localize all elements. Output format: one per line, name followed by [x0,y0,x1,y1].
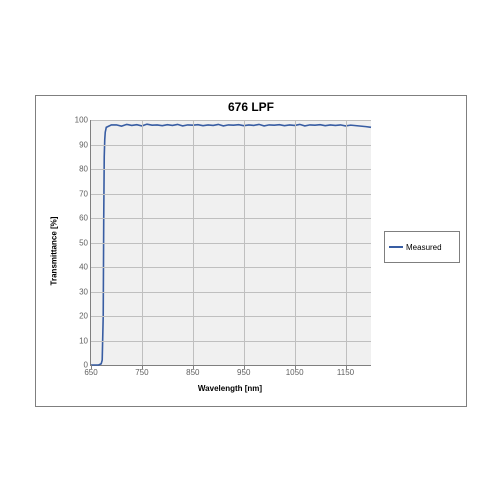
gridline-h [91,145,371,146]
y-tick-label: 40 [79,263,88,272]
gridline-v [142,120,143,365]
x-tick-label: 650 [84,368,97,377]
gridline-h [91,267,371,268]
x-tick-label: 950 [237,368,250,377]
series-line [91,124,371,365]
y-tick-label: 90 [79,140,88,149]
gridline-h [91,316,371,317]
gridline-v [346,120,347,365]
y-tick-label: 10 [79,336,88,345]
gridline-h [91,120,371,121]
x-tick-label: 1050 [286,368,304,377]
gridline-v [295,120,296,365]
y-tick-label: 70 [79,189,88,198]
y-tick-label: 20 [79,312,88,321]
gridline-h [91,169,371,170]
gridline-h [91,243,371,244]
y-axis-label: Transmittance [%] [50,217,59,286]
plot-area: 0102030405060708090100650750850950105011… [90,120,371,366]
gridline-h [91,218,371,219]
gridline-h [91,292,371,293]
legend-label: Measured [406,243,442,252]
y-tick-label: 60 [79,214,88,223]
x-axis-label: Wavelength [nm] [90,384,370,393]
gridline-v [244,120,245,365]
gridline-h [91,341,371,342]
legend-swatch [389,246,403,248]
x-tick-label: 1150 [337,368,354,377]
gridline-v [193,120,194,365]
chart-figure: 676 LPF Transmittance [%] 01020304050607… [35,95,467,407]
gridline-h [91,194,371,195]
x-tick-label: 850 [186,368,199,377]
y-tick-label: 100 [75,116,88,125]
x-tick-label: 750 [135,368,148,377]
y-tick-label: 30 [79,287,88,296]
y-tick-label: 80 [79,165,88,174]
chart-title: 676 LPF [36,100,466,114]
legend: Measured [384,231,460,263]
y-tick-label: 50 [79,238,88,247]
